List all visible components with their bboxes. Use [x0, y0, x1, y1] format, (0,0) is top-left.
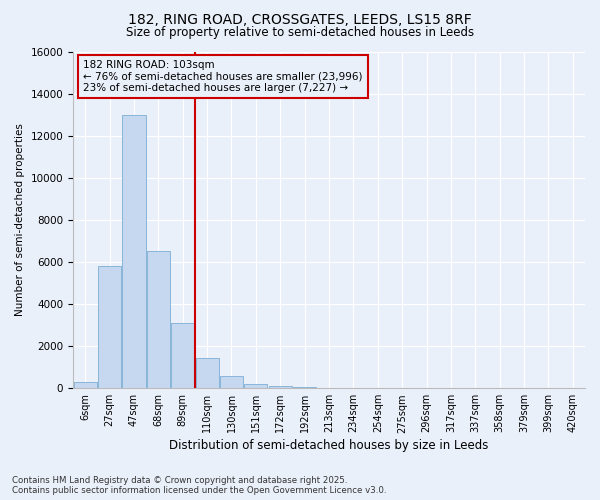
- Text: Size of property relative to semi-detached houses in Leeds: Size of property relative to semi-detach…: [126, 26, 474, 39]
- Bar: [269, 386, 292, 388]
- Y-axis label: Number of semi-detached properties: Number of semi-detached properties: [15, 124, 25, 316]
- Text: 182 RING ROAD: 103sqm
← 76% of semi-detached houses are smaller (23,996)
23% of : 182 RING ROAD: 103sqm ← 76% of semi-deta…: [83, 60, 363, 93]
- Text: Contains HM Land Registry data © Crown copyright and database right 2025.
Contai: Contains HM Land Registry data © Crown c…: [12, 476, 386, 495]
- Bar: [196, 358, 218, 388]
- Bar: [74, 382, 97, 388]
- Bar: [171, 323, 194, 388]
- Text: 182, RING ROAD, CROSSGATES, LEEDS, LS15 8RF: 182, RING ROAD, CROSSGATES, LEEDS, LS15 …: [128, 12, 472, 26]
- Bar: [122, 114, 146, 388]
- Bar: [220, 376, 243, 388]
- X-axis label: Distribution of semi-detached houses by size in Leeds: Distribution of semi-detached houses by …: [169, 440, 489, 452]
- Bar: [147, 252, 170, 388]
- Bar: [244, 384, 268, 388]
- Bar: [98, 266, 121, 388]
- Bar: [293, 387, 316, 388]
